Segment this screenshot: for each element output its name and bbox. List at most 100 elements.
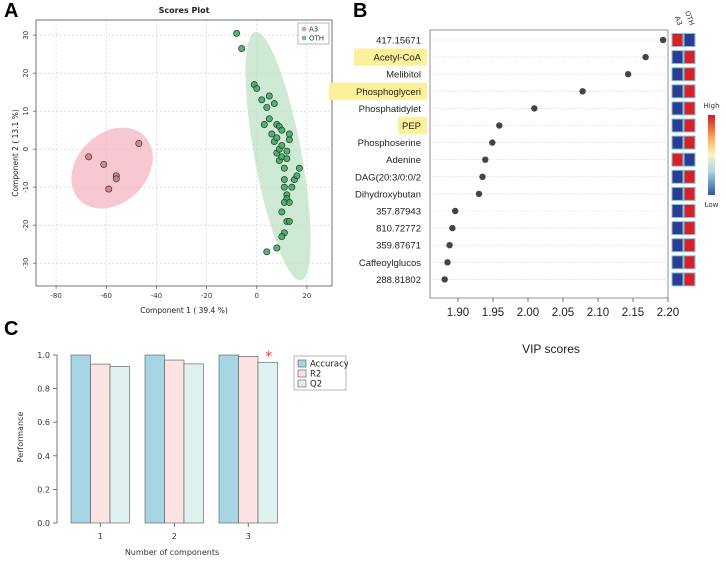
legend-marker-oth <box>301 35 307 41</box>
feature-label: Phosphoglyceri <box>356 87 421 98</box>
vip-point <box>446 242 453 249</box>
scale-label-high: High <box>703 102 719 110</box>
heatmap-cell-oth <box>683 67 696 82</box>
x-tick-label: 20 <box>302 292 311 300</box>
data-point-oth <box>295 164 303 172</box>
y-tick-label: 20 <box>22 69 30 78</box>
data-point-oth <box>285 217 293 225</box>
label-highlight <box>328 82 427 100</box>
bar-accuracy <box>218 354 239 524</box>
heatmap-cell-oth <box>683 255 696 270</box>
data-point-oth <box>263 103 271 111</box>
heatmap-cell-oth <box>683 135 696 150</box>
feature-label: 288.81802 <box>376 275 421 286</box>
heatmap-cell-a3 <box>671 135 684 150</box>
heatmap-cell-a3 <box>671 33 684 47</box>
plot-frame <box>429 29 669 299</box>
x-tick-label: 1.95 <box>482 307 504 319</box>
y-tick-label: -20 <box>22 219 30 230</box>
heatmap-cell-oth <box>683 152 696 167</box>
vip-point <box>624 71 632 78</box>
vip-point <box>489 139 496 146</box>
feature-label: Adenine <box>386 155 421 166</box>
color-scale-bar <box>708 115 715 195</box>
feature-label: 357.87943 <box>376 207 421 218</box>
vip-point <box>449 224 456 232</box>
x-tick-label: 0 <box>255 292 259 300</box>
heatmap-column-a3: A3 <box>673 15 684 26</box>
data-point-oth <box>273 244 281 252</box>
heatmap-cell-a3 <box>671 169 684 184</box>
legend-label-accuracy: Accuracy <box>310 360 349 370</box>
y-tick-label: 10 <box>22 107 30 116</box>
scale-label-low: Low <box>705 201 719 209</box>
x-tick-label: 2.00 <box>517 307 539 319</box>
bar-r2 <box>238 356 259 524</box>
feature-label: Phosphatidylet <box>359 104 422 115</box>
x-tick-label: 2 <box>172 532 177 541</box>
heatmap-cell-oth <box>683 50 696 65</box>
y-tick-label: 0.4 <box>37 452 50 461</box>
x-tick-label: 2.15 <box>622 307 644 319</box>
legend-swatch-q2 <box>297 379 307 388</box>
y-tick-label: 0.0 <box>37 519 50 528</box>
vip-point <box>441 276 448 283</box>
data-point-oth <box>280 164 288 172</box>
x-tick-label: -80 <box>50 292 61 300</box>
confidence-ellipse-a3 <box>71 127 153 209</box>
data-point-oth <box>270 100 278 108</box>
y-tick-label: 0 <box>22 147 30 151</box>
heatmap-cell-a3 <box>671 204 684 218</box>
heatmap-cell-oth <box>683 221 696 236</box>
data-point-oth <box>263 248 271 256</box>
x-tick-label: 3 <box>246 532 251 541</box>
heatmap-cell-oth <box>683 33 696 47</box>
y-tick-label: 1.0 <box>37 351 50 360</box>
bar-q2 <box>183 363 204 524</box>
panel-label-c: C <box>4 318 19 340</box>
x-tick-label: 2.10 <box>587 307 609 319</box>
vip-point <box>659 36 667 44</box>
data-point-oth <box>283 155 291 163</box>
data-point-a3 <box>105 185 113 193</box>
data-point-oth <box>265 92 273 100</box>
heatmap-cell-oth <box>683 238 696 253</box>
heatmap-cell-a3 <box>671 67 684 82</box>
heatmap-cell-a3 <box>671 152 684 167</box>
legend-label-a3: A3 <box>309 26 318 34</box>
heatmap-cell-oth <box>683 169 696 184</box>
data-point-oth <box>285 130 293 138</box>
heatmap-cell-a3 <box>671 272 684 287</box>
label-highlight <box>398 117 427 134</box>
heatmap-cell-a3 <box>671 84 684 99</box>
bar-accuracy <box>144 354 165 524</box>
x-tick-label: 1.90 <box>447 307 469 319</box>
x-tick-label: -60 <box>101 292 112 300</box>
feature-label: Dihydroxybutan <box>355 189 421 200</box>
data-point-oth <box>233 29 241 37</box>
feature-label: 359.87671 <box>376 241 421 252</box>
heatmap-cell-a3 <box>671 221 684 236</box>
vip-point <box>531 105 538 112</box>
x-tick-label: 2.20 <box>657 307 679 319</box>
bar-q2 <box>257 361 278 524</box>
heatmap-cell-oth <box>683 272 696 287</box>
x-axis-label: VIP scores <box>522 342 580 356</box>
data-point-oth <box>253 84 261 92</box>
y-axis-label: Performance <box>16 412 25 463</box>
legend-label-q2: Q2 <box>310 380 322 390</box>
y-tick-label: -10 <box>22 181 30 192</box>
y-tick-label: 0.8 <box>37 385 50 394</box>
bar-accuracy <box>70 354 91 524</box>
data-point-a3 <box>112 175 120 183</box>
data-point-a3 <box>85 153 93 161</box>
data-point-oth <box>260 121 268 128</box>
data-point-oth <box>258 96 266 104</box>
feature-label: PEP <box>402 121 421 132</box>
data-point-oth <box>278 233 286 241</box>
x-tick-label: -20 <box>201 292 212 300</box>
vip-point <box>475 190 483 198</box>
y-tick-label: 30 <box>22 31 30 40</box>
